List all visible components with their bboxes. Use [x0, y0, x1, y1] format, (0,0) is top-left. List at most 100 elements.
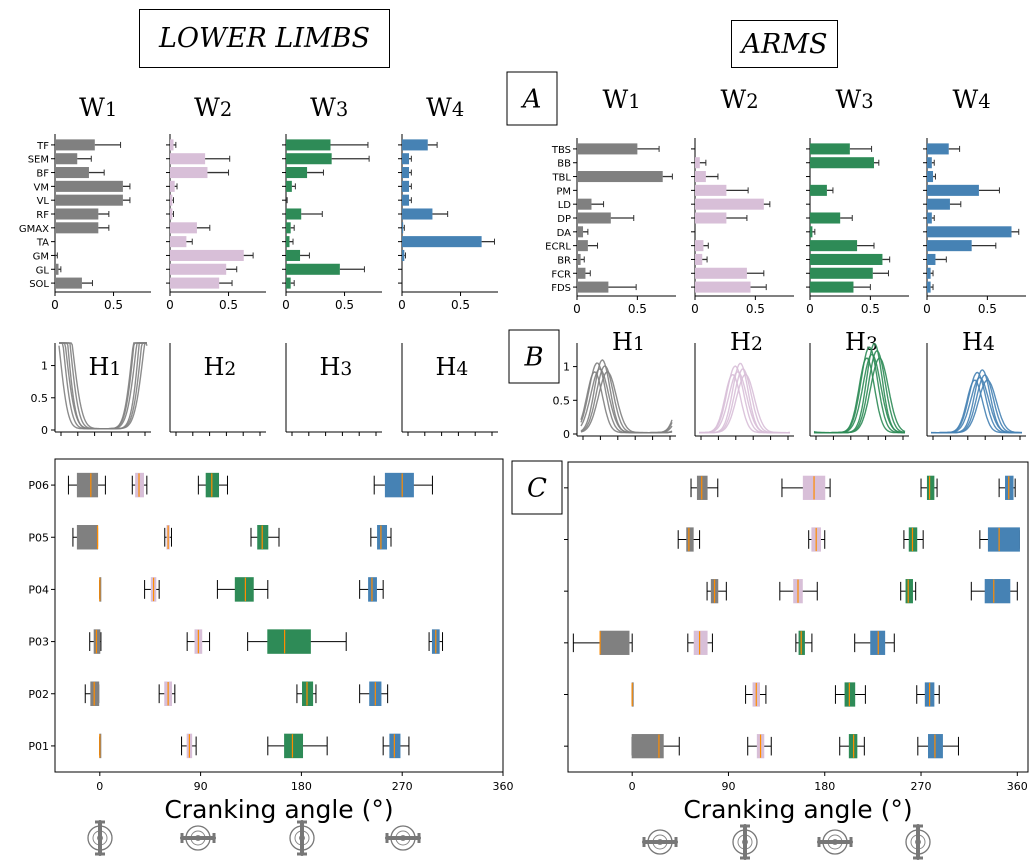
category-label-GM: GM: [33, 251, 49, 262]
bar-lower-W-W1-TF: [55, 139, 95, 151]
participant-label-P03: P03: [28, 636, 49, 649]
x-tick-label: 0: [923, 302, 931, 316]
c-xlabel-arms-C: Cranking angle (°): [683, 795, 912, 824]
h-curve-arms-H-H2: [699, 368, 790, 434]
bar-arms-W-W3-BB: [810, 157, 874, 169]
bar-arms-W-W1-TBS: [577, 143, 638, 155]
heading-arms-H-H4: H4: [962, 328, 995, 356]
category-label-DP: DP: [557, 214, 571, 225]
bar-lower-W-W1-BF: [55, 167, 89, 179]
heading-arms-W-W1: W1: [602, 85, 640, 114]
bar-arms-W-W3-PM: [810, 184, 827, 196]
c-x-tick-label: 180: [814, 780, 835, 793]
bar-arms-W-W4-FCR: [927, 267, 931, 279]
heading-lower-H-H1: H1: [88, 353, 121, 381]
category-label-BB: BB: [557, 159, 571, 170]
x-tick-label: 0: [398, 298, 406, 312]
bar-arms-W-W4-PM: [927, 184, 979, 196]
bar-lower-W-W2-GMAX: [170, 222, 197, 234]
bar-lower-W-W3-RF: [286, 208, 302, 220]
x-tick-label: 0: [51, 298, 59, 312]
h-curve-arms-H-H2: [699, 373, 790, 434]
heading-arms-W-W4: W4: [952, 85, 990, 114]
bar-lower-W-W3-GMAX: [286, 222, 291, 234]
category-label-ECRL: ECRL: [545, 242, 571, 253]
box-arms-C-P01-W1: [631, 734, 664, 759]
h-curve-arms-H-H1: [580, 371, 673, 434]
bar-arms-W-W4-TBL: [927, 171, 934, 183]
bar-arms-W-W4-ECRL: [927, 240, 972, 252]
participant-label-P05: P05: [28, 531, 49, 544]
panel-letter-A: A: [521, 85, 542, 115]
bar-lower-W-W4-VL: [402, 194, 410, 206]
bar-arms-W-W3-TBS: [810, 143, 850, 155]
bar-arms-W-W1-DP: [577, 212, 611, 224]
bar-arms-W-W3-ECRL: [810, 240, 858, 252]
participant-label-P02: P02: [28, 688, 49, 701]
h-curve-arms-H-H4: [931, 379, 1022, 434]
bar-arms-W-W2-BB: [695, 157, 700, 169]
bar-lower-W-W2-SOL: [170, 277, 220, 289]
bar-arms-W-W3-FDS: [810, 281, 854, 293]
bar-lower-W-W2-VL: [170, 194, 173, 206]
heading-lower-W-W4: W4: [426, 93, 464, 122]
x-tick-label: 0.5: [335, 298, 354, 312]
x-tick-label: 0.5: [219, 298, 238, 312]
x-tick-label: 0.5: [861, 302, 880, 316]
box-arms-C-P03-W2: [693, 630, 708, 655]
box-arms-C-P05-W4: [987, 527, 1020, 552]
bar-arms-W-W1-ECRL: [577, 240, 588, 252]
bar-lower-W-W1-GL: [55, 263, 59, 275]
c-x-tick-label: 270: [392, 780, 413, 793]
category-label-VM: VM: [34, 182, 49, 193]
x-tick-label: 0: [166, 298, 174, 312]
c-x-tick-label: 180: [291, 780, 312, 793]
category-label-DA: DA: [557, 228, 572, 239]
bar-lower-W-W3-VM: [286, 180, 292, 192]
category-label-GMAX: GMAX: [19, 224, 49, 235]
bar-arms-W-W2-LD: [695, 198, 764, 210]
category-label-RF: RF: [36, 210, 49, 221]
bar-lower-W-W2-BF: [170, 167, 208, 179]
bar-lower-W-W3-GL: [286, 263, 340, 275]
x-tick-label: 0.5: [104, 298, 123, 312]
category-label-TBL: TBL: [551, 173, 571, 184]
c-x-tick-label: 360: [1007, 780, 1028, 793]
box-arms-C-P04-W4: [984, 579, 1011, 604]
bar-lower-W-W1-VL: [55, 194, 123, 206]
heading-lower-W-W3: W3: [310, 93, 348, 122]
box-arms-C-P05-W1: [686, 527, 694, 552]
crank-icon-lower-4: [385, 825, 421, 851]
bar-arms-W-W4-BB: [927, 157, 932, 169]
bar-arms-W-W4-DA: [927, 226, 1012, 238]
h-curve-arms-H-H3: [814, 357, 905, 434]
bar-arms-W-W1-TBL: [577, 171, 663, 183]
heading-lower-W-W1: W1: [79, 93, 117, 122]
panel-letter-B: B: [523, 343, 543, 373]
panel-letter-box-B: [508, 329, 560, 384]
box-lower-C-P01-W3: [284, 733, 304, 759]
bar-lower-W-W4-BF: [402, 167, 410, 179]
box-lower-C-P03-W3: [267, 629, 311, 654]
box-arms-C-P03-W1: [599, 630, 630, 655]
box-lower-C-P06-W4: [384, 472, 414, 498]
bar-lower-W-W3-TF: [286, 139, 331, 151]
h-curve-arms-H-H4: [931, 369, 1022, 434]
x-tick-label: 0.5: [451, 298, 470, 312]
bar-lower-W-W1-GMAX: [55, 222, 99, 234]
category-label-TBS: TBS: [551, 145, 571, 156]
h-y-tick-label: 0.5: [553, 394, 571, 407]
bar-lower-W-W3-TA: [286, 236, 290, 248]
lower-limbs-title: LOWER LIMBS: [139, 9, 390, 68]
box-frame-arms-C: [567, 461, 1029, 773]
category-label-BF: BF: [36, 169, 49, 180]
bar-arms-W-W3-BR: [810, 253, 883, 265]
category-label-GL: GL: [36, 265, 50, 276]
bar-lower-W-W2-GM: [170, 249, 244, 261]
bar-arms-W-W1-BR: [577, 253, 581, 265]
heading-arms-H-H2: H2: [730, 328, 763, 356]
bar-lower-W-W4-TF: [402, 139, 428, 151]
bar-lower-W-W2-TF: [170, 139, 174, 151]
h-curve-arms-H-H1: [580, 365, 673, 434]
